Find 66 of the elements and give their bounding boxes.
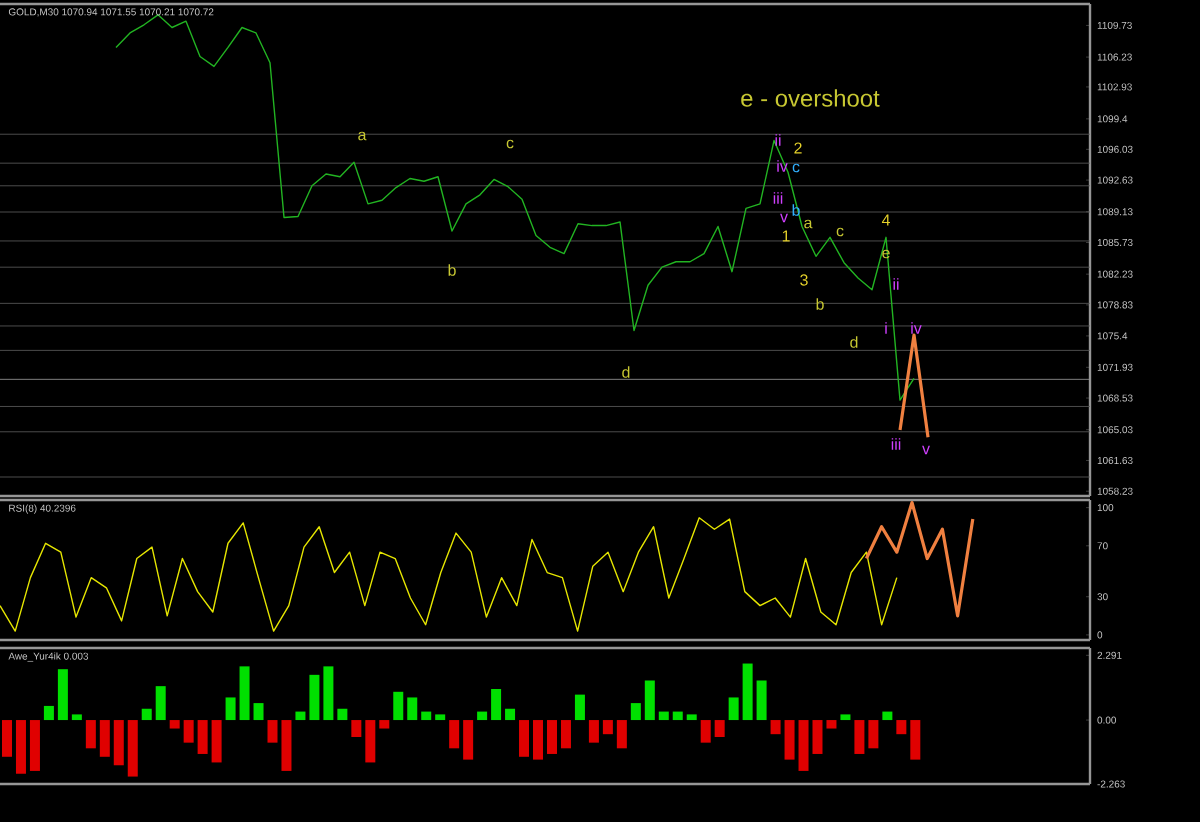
bar bbox=[113, 720, 124, 766]
line-series bbox=[0, 517, 898, 632]
annotation: e - overshoot bbox=[741, 89, 880, 107]
bar bbox=[700, 720, 711, 743]
bar bbox=[602, 720, 613, 735]
line-series bbox=[864, 500, 975, 618]
bar bbox=[588, 720, 599, 743]
bar bbox=[896, 720, 907, 735]
bar bbox=[43, 705, 54, 721]
bar bbox=[784, 720, 795, 760]
bar bbox=[225, 697, 236, 721]
bar bbox=[169, 720, 180, 729]
bar bbox=[630, 703, 641, 721]
bar bbox=[295, 711, 306, 721]
bar bbox=[644, 680, 655, 721]
bar bbox=[141, 708, 152, 721]
bar bbox=[421, 711, 432, 721]
bar bbox=[546, 720, 557, 754]
bar bbox=[672, 711, 683, 721]
bar bbox=[770, 720, 781, 735]
bar bbox=[1, 720, 12, 757]
bar bbox=[337, 708, 348, 721]
bar bbox=[393, 691, 404, 721]
bar bbox=[854, 720, 865, 754]
bar bbox=[756, 680, 767, 721]
bar bbox=[505, 708, 516, 721]
bar bbox=[686, 714, 697, 721]
line-series bbox=[115, 14, 915, 401]
bar bbox=[728, 697, 739, 721]
bar bbox=[183, 720, 194, 743]
bar bbox=[826, 720, 837, 729]
bar bbox=[477, 711, 488, 721]
bar bbox=[99, 720, 110, 757]
bar bbox=[197, 720, 208, 754]
bar bbox=[57, 669, 68, 721]
bar bbox=[868, 720, 879, 749]
bar bbox=[85, 720, 96, 749]
bar bbox=[463, 720, 474, 760]
bar bbox=[351, 720, 362, 738]
bar bbox=[379, 720, 390, 729]
bar bbox=[253, 703, 264, 721]
bar bbox=[155, 686, 166, 721]
bar bbox=[449, 720, 460, 749]
bar bbox=[323, 666, 334, 721]
bar bbox=[714, 720, 725, 738]
bar bbox=[491, 688, 502, 721]
bar bbox=[616, 720, 627, 749]
bar bbox=[882, 711, 893, 721]
bar bbox=[71, 714, 82, 721]
bar bbox=[435, 714, 446, 721]
bar bbox=[560, 720, 571, 749]
bar bbox=[840, 714, 851, 721]
bar bbox=[574, 694, 585, 721]
bar bbox=[29, 720, 40, 771]
bar bbox=[127, 720, 138, 777]
bar bbox=[309, 674, 320, 721]
bar bbox=[239, 666, 250, 721]
bar bbox=[742, 663, 753, 721]
bar bbox=[519, 720, 530, 757]
bar bbox=[365, 720, 376, 763]
bar bbox=[407, 697, 418, 721]
bar bbox=[658, 711, 669, 721]
bar bbox=[910, 720, 921, 760]
bar bbox=[533, 720, 544, 760]
bar bbox=[15, 720, 26, 774]
bar bbox=[211, 720, 222, 763]
